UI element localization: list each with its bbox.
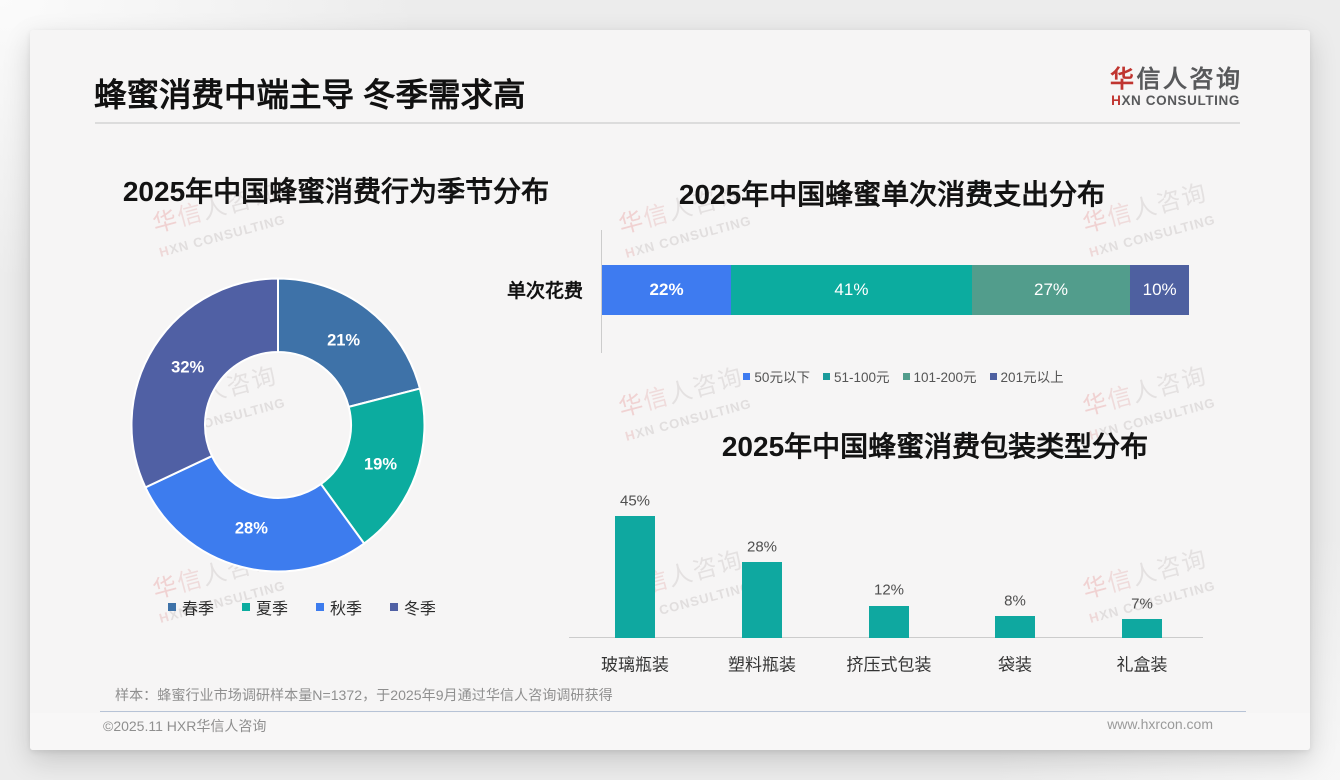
- svg-text:32%: 32%: [171, 359, 204, 377]
- svg-text:19%: 19%: [364, 456, 397, 474]
- svg-text:21%: 21%: [327, 332, 360, 350]
- svg-text:28%: 28%: [235, 520, 268, 538]
